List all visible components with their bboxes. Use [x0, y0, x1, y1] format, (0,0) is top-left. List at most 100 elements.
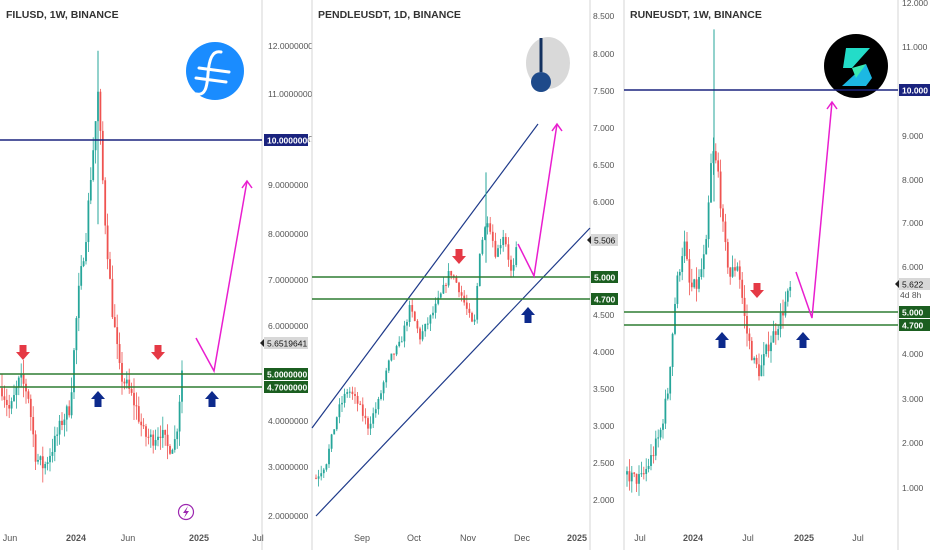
- time-axis[interactable]: Jul 2024 Jul 2025 Jul: [634, 533, 864, 543]
- candle-body: [741, 279, 744, 298]
- candle-body: [161, 429, 164, 438]
- price-axis[interactable]: 2.0002.5003.0003.5004.0004.5005.0005.500…: [593, 11, 615, 505]
- candle-body: [707, 202, 710, 240]
- candle-body: [481, 239, 484, 254]
- candle-body: [89, 180, 92, 201]
- candle-body: [686, 241, 688, 260]
- support-level-badge: [264, 381, 308, 393]
- last-price-badge: [264, 337, 308, 349]
- candle-body: [471, 312, 473, 322]
- candle-body: [116, 327, 119, 345]
- chart-title: RUNEUSDT, 1W, BINANCE: [630, 9, 762, 21]
- candle-body: [27, 391, 30, 399]
- price-tick-label: 8.000: [902, 175, 924, 185]
- runeusdt-chart-panel[interactable]: RUNEUSDT, 1W, BINANCE 1.000 2.000 3.000 4.0…: [623, 0, 930, 550]
- candle-body: [690, 282, 693, 288]
- projection-path: [795, 100, 838, 319]
- candle-body: [374, 409, 377, 414]
- filecoin-logo-icon: [186, 42, 244, 100]
- candle-body: [478, 253, 481, 286]
- candle-body: [507, 244, 510, 260]
- candle-body: [755, 357, 758, 365]
- candle-body: [724, 221, 727, 243]
- candle-body: [760, 365, 763, 377]
- bar-countdown: 4d 8h: [900, 290, 922, 300]
- projection-arrowhead: [241, 179, 253, 189]
- candle-body: [782, 312, 784, 316]
- candle-body: [705, 239, 708, 255]
- candle-body: [32, 417, 35, 435]
- candle-body: [13, 395, 15, 402]
- candle-body: [94, 121, 97, 151]
- candle-body: [413, 311, 416, 321]
- candle-body: [729, 267, 732, 277]
- time-tick-label: Oct: [407, 533, 422, 543]
- candle-body: [458, 282, 460, 293]
- candle-body: [497, 248, 499, 257]
- price-tick-label: 8.000: [593, 49, 615, 59]
- price-tick-label: 3.000: [593, 421, 615, 431]
- candle-body: [173, 439, 176, 450]
- candle-body: [758, 364, 760, 377]
- last-price-pointer: [260, 339, 264, 347]
- lightning-bolt-icon[interactable]: [177, 503, 195, 521]
- time-tick-label: Jul: [852, 533, 864, 543]
- candle-body: [354, 394, 356, 396]
- candle-body: [149, 434, 152, 437]
- candle-body: [330, 434, 333, 449]
- candle-body: [491, 231, 494, 241]
- candle-body: [753, 357, 756, 361]
- candle-body: [434, 303, 437, 313]
- support-levels: [312, 276, 590, 300]
- candle-body: [53, 435, 56, 452]
- channel-upper-line: [311, 123, 539, 429]
- candle-body: [681, 256, 684, 272]
- candle-body: [437, 297, 440, 304]
- last-price-pointer: [587, 236, 591, 244]
- price-tick-label: 1.000: [902, 483, 924, 493]
- candle-body: [142, 425, 145, 427]
- price-tick-label: 12.0000000: [268, 41, 313, 51]
- signal-arrows: [715, 283, 810, 348]
- candle-body: [657, 437, 660, 439]
- candle-body: [369, 423, 372, 429]
- price-tick-label: 2.000: [593, 495, 615, 505]
- candle-body: [676, 275, 679, 304]
- candle-body: [171, 449, 174, 454]
- candle-body: [494, 240, 497, 257]
- candle-body: [372, 413, 375, 424]
- candle-body: [465, 302, 468, 309]
- candle-body: [748, 333, 751, 341]
- pendleusdt-chart-panel[interactable]: PENDLEUSDT, 1D, BINANCE 2.000 2.500 3.000 3…: [311, 0, 618, 550]
- time-axis[interactable]: Sep Oct Nov Dec 2025: [354, 533, 587, 543]
- last-price-pointer: [895, 280, 899, 288]
- candle-body: [343, 393, 346, 403]
- projection-line: [195, 180, 248, 374]
- candle-body: [364, 415, 367, 419]
- candle-body: [145, 426, 147, 437]
- price-badges: 5.000 4.700 5.506: [587, 234, 618, 305]
- candle-body: [356, 395, 359, 404]
- candle-body: [49, 455, 51, 463]
- last-price-label: 5.506: [594, 236, 616, 246]
- candle-series: [626, 29, 792, 496]
- candle-body: [652, 455, 655, 457]
- candle-body: [169, 446, 171, 454]
- price-tick-label: 2.500: [593, 458, 615, 468]
- buy-arrow-icon: [796, 332, 810, 348]
- candle-body: [359, 403, 362, 405]
- time-axis[interactable]: Jun 2024 Jun 2025 Jul: [3, 533, 264, 543]
- candle-body: [734, 267, 736, 271]
- candle-body: [338, 404, 341, 418]
- ascending-channel: [311, 123, 591, 517]
- candle-body: [674, 303, 676, 334]
- price-badges: 5.000 4.700 10.000 5.622: [895, 84, 930, 331]
- candle-body: [416, 320, 419, 329]
- candle-body: [82, 261, 85, 267]
- candle-body: [181, 370, 183, 402]
- candle-body: [77, 285, 80, 319]
- filusd-chart-panel[interactable]: FILUSD, 1W, BINANCE 2.0000000 3.0000000 4.…: [0, 0, 313, 550]
- price-tick-label: 4.500: [593, 310, 615, 320]
- candle-body: [106, 225, 109, 260]
- candle-body: [41, 456, 44, 469]
